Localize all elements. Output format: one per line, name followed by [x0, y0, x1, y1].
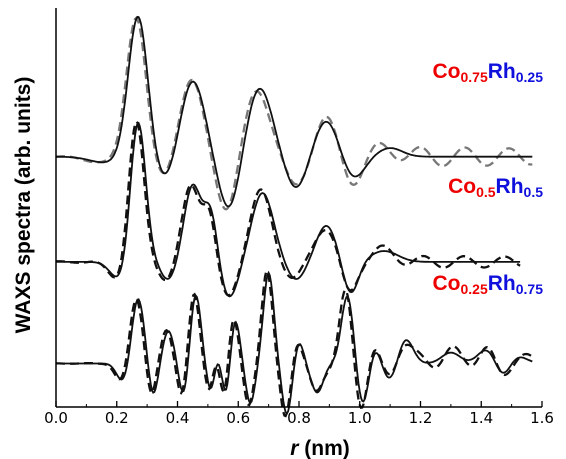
curve-dashed-1: [56, 119, 521, 297]
sample-label-part: 0.5: [476, 184, 496, 200]
sample-label-1: Co0.5Rh0.5: [448, 175, 543, 200]
sample-label-part: 0.25: [516, 69, 543, 85]
y-axis-title: WAXS spectra (arb. units): [12, 77, 35, 334]
sample-label-part: 0.25: [461, 281, 488, 297]
curve-solid-0: [56, 15, 533, 208]
sample-label-part: Co: [433, 60, 461, 83]
x-tick-label: 1.6: [530, 409, 554, 427]
x-tick-label: 0.2: [105, 409, 129, 427]
sample-label-part: 0.5: [524, 184, 544, 200]
sample-label-part: Co: [448, 175, 476, 198]
sample-label-part: Rh: [488, 60, 516, 83]
x-tick-label: 1.4: [469, 409, 493, 427]
sample-label-part: Rh: [488, 272, 516, 295]
x-axis-title-symbol: r: [290, 437, 300, 459]
x-tick-label: 0.4: [166, 409, 190, 427]
sample-label-part: 0.75: [516, 281, 543, 297]
sample-label-part: Co: [433, 272, 461, 295]
sample-label-part: 0.75: [461, 69, 488, 85]
x-tick-label: 0.6: [226, 409, 250, 427]
x-tick-label: 0.8: [287, 409, 311, 427]
curve-solid-1: [56, 121, 521, 298]
curve-dashed-2: [55, 269, 534, 418]
curve-layer: [55, 15, 534, 418]
curve-solid-2: [56, 270, 533, 416]
x-tick-label: 1.0: [348, 409, 372, 427]
sample-label-2: Co0.25Rh0.75: [433, 272, 544, 297]
axes: 0.0 0.2 0.4 0.6 0.8 1.0 1.2 1.4 1.6: [44, 8, 554, 427]
sample-label-0: Co0.75Rh0.25: [433, 60, 544, 85]
x-axis-title-unit: (nm): [298, 437, 349, 459]
x-axis-title: r (nm): [290, 437, 350, 459]
x-tick-label: 1.2: [409, 409, 433, 427]
x-tick-label: 0.0: [44, 409, 68, 427]
sample-label-part: Rh: [496, 175, 524, 198]
